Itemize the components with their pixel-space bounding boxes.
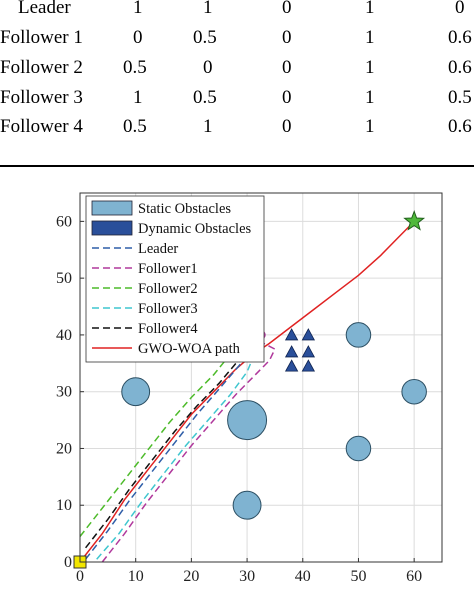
table-cell: 1	[133, 0, 143, 18]
y-tick-label: 60	[56, 213, 72, 230]
table-cell: 1	[133, 87, 143, 108]
x-tick-label: 20	[183, 568, 199, 585]
dynamic-obstacle	[284, 345, 299, 358]
row-label: Leader	[18, 0, 71, 18]
legend-label: GWO-WOA path	[138, 341, 241, 357]
table-cell: 0	[282, 0, 292, 18]
y-tick-label: 40	[56, 327, 72, 344]
series-line	[101, 342, 276, 563]
legend-label: Follower3	[138, 301, 198, 317]
table-row: Follower 1 0 0.5 0 1 0.6	[0, 27, 474, 57]
legend-label: Leader	[138, 241, 178, 257]
y-tick-label: 20	[56, 440, 72, 457]
table-cell: 1	[365, 0, 375, 18]
x-tick-label: 0	[76, 568, 84, 585]
row-label: Follower 2	[0, 57, 83, 78]
legend-label: Follower1	[138, 261, 198, 277]
dynamic-obstacle	[301, 328, 316, 341]
path-planning-chart: 0 10 20 30 40 50 60 0 10 20 30 40 50 60 Static Obstacl…	[56, 192, 443, 585]
table-cell: 1	[365, 87, 375, 108]
legend-swatch	[91, 200, 133, 216]
table-row: Follower 4 0.5 1 0 1 0.6	[0, 116, 474, 146]
table-cell: 0	[203, 57, 213, 78]
static-obstacle	[121, 377, 151, 407]
x-tick-label: 50	[350, 568, 366, 585]
static-obstacle	[232, 490, 262, 520]
legend-label: Follower4	[138, 321, 198, 337]
series-line	[96, 351, 257, 560]
table-cell: 0.6	[448, 27, 472, 48]
y-tick-label: 50	[56, 270, 72, 287]
table-cell: 0	[133, 27, 143, 48]
y-tick-label: 0	[64, 554, 72, 571]
dynamic-obstacle	[284, 328, 299, 341]
table-cell: 0.5	[448, 87, 472, 108]
table-cell: 1	[365, 116, 375, 137]
dynamic-obstacle	[301, 345, 316, 358]
parameter-table: Leader 1 1 0 1 0 Follower 1 0 0.5 0 1 0.…	[0, 0, 474, 175]
table-cell: 0.5	[123, 116, 147, 137]
row-label: Follower 3	[0, 87, 83, 108]
table-cell: 0.6	[448, 57, 472, 78]
table-cell: 1	[365, 57, 375, 78]
table-bottom-rule	[0, 165, 474, 167]
y-tick-label: 30	[56, 384, 72, 401]
series-line	[85, 332, 246, 549]
row-label: Follower 4	[0, 116, 83, 137]
static-obstacle	[345, 322, 372, 348]
table-row: Follower 3 1 0.5 0 1 0.5	[0, 87, 474, 117]
goal-marker	[403, 209, 426, 231]
table-cell: 0	[282, 27, 292, 48]
x-tick-label: 30	[239, 568, 255, 585]
table-cell: 0.5	[193, 87, 217, 108]
table-cell: 0.5	[123, 57, 147, 78]
static-obstacle	[227, 400, 268, 441]
x-tick-label: 10	[128, 568, 144, 585]
table-cell: 1	[365, 27, 375, 48]
legend-label: Static Obstacles	[138, 201, 231, 217]
table-cell: 1	[203, 0, 213, 18]
series-line	[79, 343, 237, 537]
table-row: Follower 2 0.5 0 0 1 0.6	[0, 57, 474, 87]
table-cell: 0	[282, 116, 292, 137]
x-tick-label: 60	[406, 568, 422, 585]
table-cell: 0	[282, 57, 292, 78]
static-obstacle	[401, 378, 427, 405]
table-row: Leader 1 1 0 1 0	[0, 0, 474, 27]
y-tick-label: 10	[56, 497, 72, 514]
dynamic-obstacle	[301, 359, 316, 372]
legend-label: Follower2	[138, 281, 198, 297]
table-cell: 0.6	[448, 116, 472, 137]
table-cell: 0.5	[193, 27, 217, 48]
legend-swatch	[91, 220, 133, 236]
table-cell: 0	[455, 0, 465, 18]
static-obstacle	[345, 435, 372, 462]
table-cell: 1	[203, 116, 213, 137]
legend-label: Dynamic Obstacles	[138, 221, 252, 237]
x-tick-label: 40	[295, 568, 311, 585]
row-label: Follower 1	[0, 27, 83, 48]
dynamic-obstacle	[284, 359, 299, 372]
table-cell: 0	[282, 87, 292, 108]
series-line	[85, 351, 251, 560]
axes-box	[79, 192, 443, 563]
